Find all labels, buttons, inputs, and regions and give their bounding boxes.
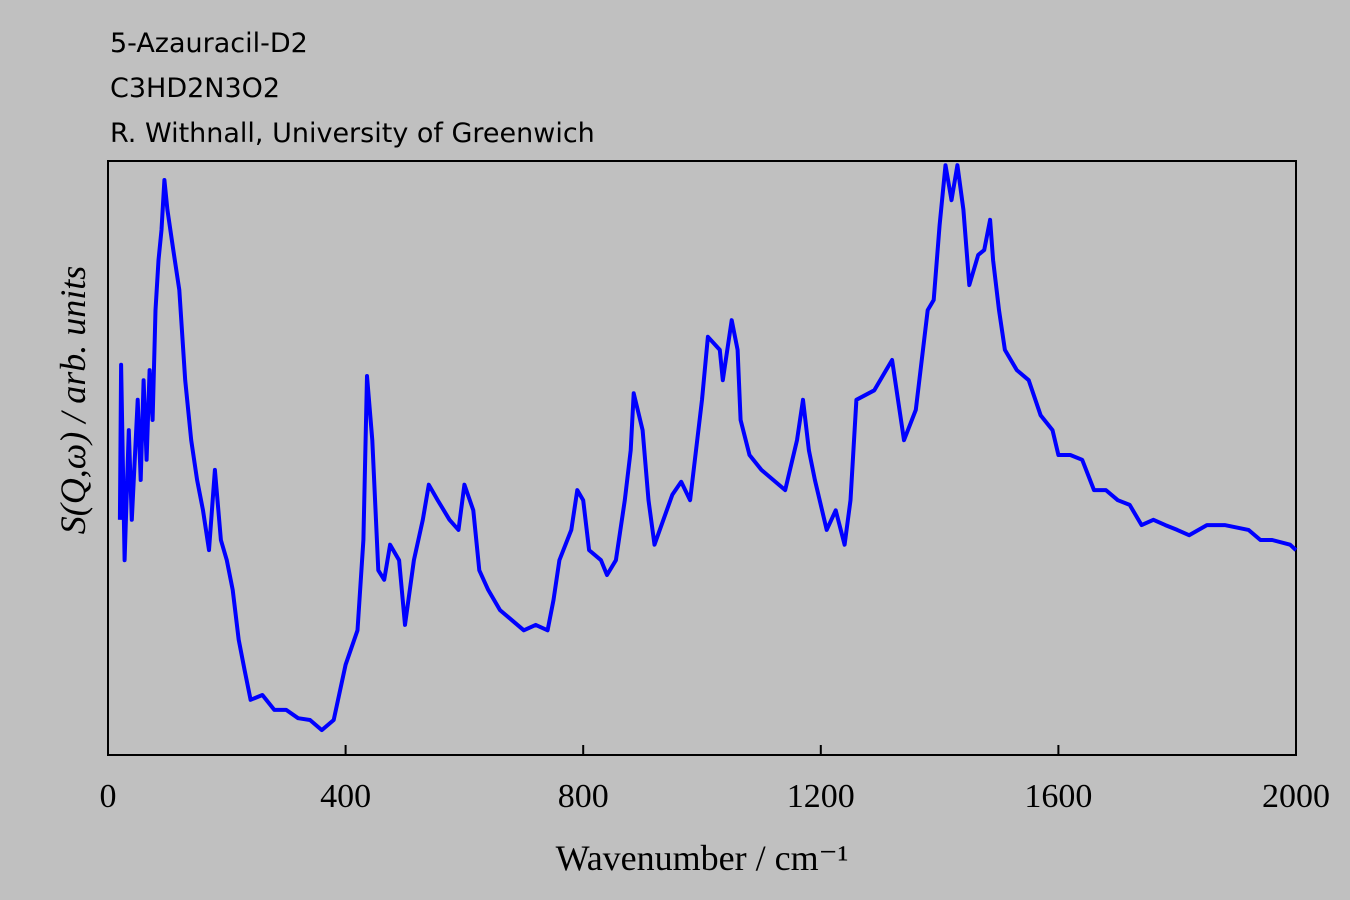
plot-frame xyxy=(107,160,1297,756)
x-tick-label: 400 xyxy=(320,778,371,815)
spectrum-line xyxy=(117,163,1298,733)
x-tick-label: 800 xyxy=(558,778,609,815)
y-axis-label: S(Q,ω) / arb. units xyxy=(53,266,93,534)
info-line: C3HD2N3O2 xyxy=(110,73,280,104)
x-tick-label: 1600 xyxy=(1024,778,1092,815)
x-tick-label: 2000 xyxy=(1262,778,1330,815)
x-tick-label: 1200 xyxy=(787,778,855,815)
x-axis-label: Wavenumber / cm⁻¹ xyxy=(556,838,849,878)
info-line: R. Withnall, University of Greenwich xyxy=(110,118,595,149)
info-line: 5-Azauracil-D2 xyxy=(110,28,308,59)
x-tick-label: 0 xyxy=(100,778,117,815)
